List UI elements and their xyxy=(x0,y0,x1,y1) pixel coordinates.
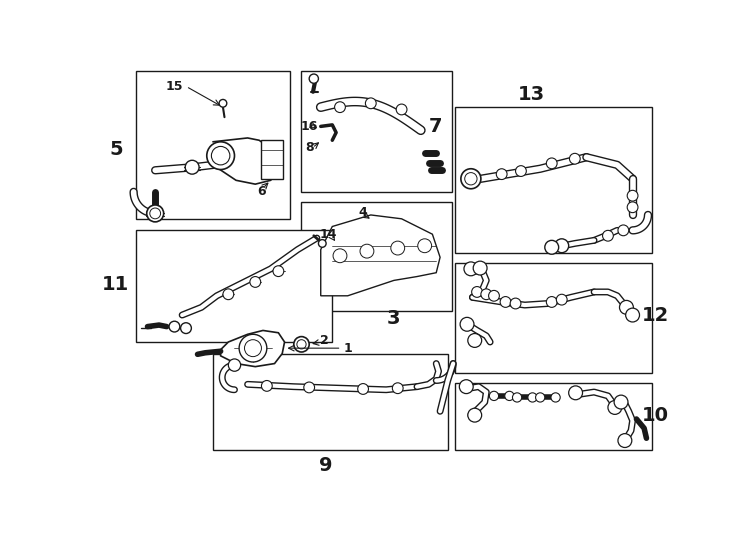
Circle shape xyxy=(625,308,639,322)
Circle shape xyxy=(396,104,407,115)
Bar xyxy=(136,231,333,342)
Circle shape xyxy=(169,321,180,332)
Circle shape xyxy=(464,262,478,276)
Circle shape xyxy=(473,261,487,275)
Circle shape xyxy=(360,244,374,258)
Text: 6: 6 xyxy=(257,185,266,198)
Circle shape xyxy=(147,205,164,222)
Circle shape xyxy=(273,266,284,276)
Circle shape xyxy=(489,291,499,301)
Circle shape xyxy=(211,146,230,165)
Circle shape xyxy=(515,166,526,177)
Polygon shape xyxy=(321,215,440,296)
Circle shape xyxy=(618,434,632,448)
Circle shape xyxy=(608,401,622,414)
Circle shape xyxy=(239,334,267,362)
Circle shape xyxy=(627,202,638,213)
Circle shape xyxy=(461,168,481,189)
Text: 2: 2 xyxy=(320,334,329,347)
Circle shape xyxy=(570,153,580,164)
Circle shape xyxy=(481,289,492,300)
Text: 13: 13 xyxy=(517,85,545,104)
Circle shape xyxy=(297,340,306,349)
Text: 11: 11 xyxy=(101,275,128,294)
Bar xyxy=(456,107,652,253)
Bar xyxy=(213,354,448,450)
Bar xyxy=(136,71,290,219)
Circle shape xyxy=(545,240,559,254)
Circle shape xyxy=(505,392,514,401)
Circle shape xyxy=(468,334,482,347)
Bar xyxy=(302,202,451,311)
Circle shape xyxy=(468,408,482,422)
Text: 15: 15 xyxy=(166,80,184,93)
Text: 10: 10 xyxy=(642,406,669,424)
Text: 5: 5 xyxy=(110,140,123,159)
Circle shape xyxy=(551,393,560,402)
Circle shape xyxy=(510,298,521,309)
Text: 16: 16 xyxy=(300,120,318,133)
Circle shape xyxy=(460,318,474,331)
Circle shape xyxy=(418,239,432,253)
Circle shape xyxy=(181,323,192,334)
Circle shape xyxy=(459,380,473,394)
Circle shape xyxy=(546,296,557,307)
Bar xyxy=(456,383,652,450)
Circle shape xyxy=(490,392,498,401)
Circle shape xyxy=(614,395,628,409)
Bar xyxy=(261,140,283,179)
Circle shape xyxy=(319,240,326,247)
Circle shape xyxy=(390,241,404,255)
Text: 8: 8 xyxy=(305,141,313,154)
Bar xyxy=(456,264,652,373)
Bar xyxy=(302,71,451,192)
Circle shape xyxy=(496,168,507,179)
Circle shape xyxy=(185,160,199,174)
Circle shape xyxy=(512,393,522,402)
Circle shape xyxy=(304,382,315,393)
Circle shape xyxy=(261,381,272,392)
Circle shape xyxy=(333,249,347,262)
Circle shape xyxy=(393,383,403,394)
Text: 4: 4 xyxy=(359,206,368,219)
Circle shape xyxy=(569,386,583,400)
Text: 12: 12 xyxy=(642,306,669,325)
Circle shape xyxy=(500,296,511,307)
Circle shape xyxy=(546,158,557,168)
Circle shape xyxy=(603,231,614,241)
Circle shape xyxy=(219,99,227,107)
Circle shape xyxy=(556,294,567,305)
Circle shape xyxy=(207,142,234,170)
Circle shape xyxy=(618,225,629,236)
Circle shape xyxy=(536,393,545,402)
Circle shape xyxy=(250,276,261,287)
Circle shape xyxy=(357,383,368,394)
Circle shape xyxy=(465,173,477,185)
Text: 3: 3 xyxy=(387,309,401,328)
Circle shape xyxy=(627,190,638,201)
Circle shape xyxy=(150,208,161,219)
Text: 7: 7 xyxy=(429,117,442,136)
Circle shape xyxy=(228,359,241,372)
Circle shape xyxy=(528,393,537,402)
Circle shape xyxy=(472,287,482,298)
Polygon shape xyxy=(221,330,285,367)
Circle shape xyxy=(619,300,633,314)
Circle shape xyxy=(294,336,309,352)
Circle shape xyxy=(223,289,233,300)
Circle shape xyxy=(309,74,319,83)
Text: 9: 9 xyxy=(319,456,333,475)
Circle shape xyxy=(335,102,346,112)
Circle shape xyxy=(555,239,569,253)
Text: 14: 14 xyxy=(320,228,337,241)
Circle shape xyxy=(244,340,261,356)
Circle shape xyxy=(366,98,376,109)
Text: 1: 1 xyxy=(344,342,352,355)
